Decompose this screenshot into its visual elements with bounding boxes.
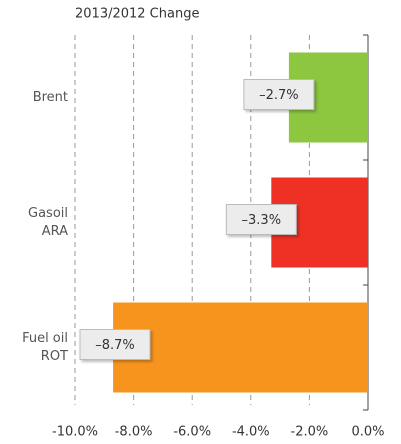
chart-title: 2013/2012 Change bbox=[75, 7, 199, 22]
value-label-box bbox=[79, 329, 151, 360]
category-label: Fuel oil bbox=[22, 331, 68, 346]
value-label: –2.7% bbox=[259, 88, 299, 103]
value-label: –3.3% bbox=[242, 213, 282, 228]
x-tick-label: 0.0% bbox=[351, 425, 384, 440]
value-label-box bbox=[243, 79, 315, 110]
x-tick-label: -10.0% bbox=[52, 425, 98, 440]
value-label: –8.7% bbox=[95, 338, 135, 353]
category-label: ARA bbox=[42, 224, 68, 239]
category-label: Gasoil bbox=[28, 206, 68, 221]
category-label: Brent bbox=[33, 90, 68, 105]
x-tick-label: -8.0% bbox=[115, 425, 153, 440]
x-tick-label: -2.0% bbox=[291, 425, 329, 440]
x-tick-label: -6.0% bbox=[173, 425, 211, 440]
category-label: ROT bbox=[41, 349, 68, 364]
bar bbox=[113, 302, 368, 393]
value-label-box bbox=[225, 204, 297, 235]
x-tick-label: -4.0% bbox=[232, 425, 270, 440]
